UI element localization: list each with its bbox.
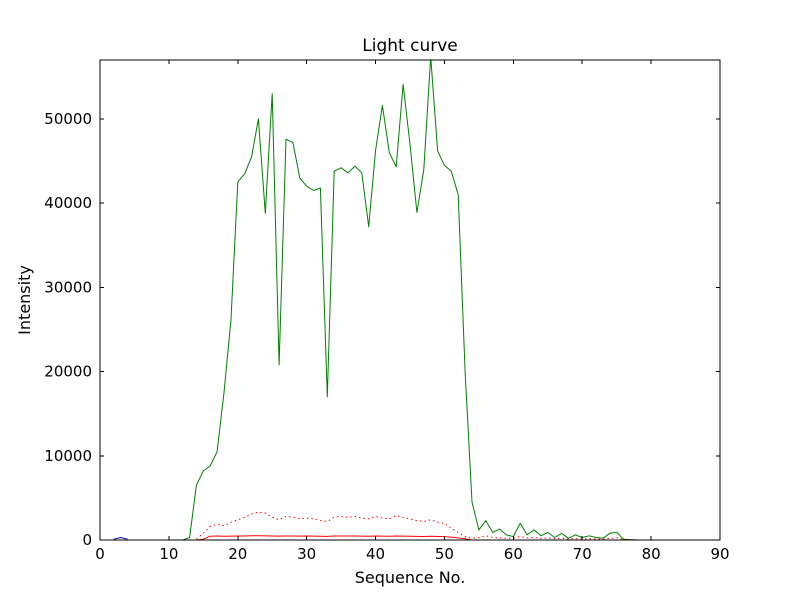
x-tick-label: 70: [573, 545, 592, 563]
y-tick-label: 50000: [44, 110, 92, 128]
plot-area: 0 10 20 30 40 50 60 70 80 90 0 10000 20000 30000 40000…: [44, 59, 730, 563]
y-axis-label: Intensity: [15, 265, 34, 335]
y-tick-label: 20000: [44, 363, 92, 381]
series-intensity-baseline-solid-red: [196, 535, 473, 540]
axes-frame: [99, 59, 721, 541]
x-tick-label: 0: [95, 545, 105, 563]
y-tick-label: 0: [82, 531, 92, 549]
x-tick-label: 40: [366, 545, 385, 563]
series-start-marker-blue: [113, 537, 128, 540]
x-tick-label: 30: [297, 545, 316, 563]
x-tick-label: 20: [228, 545, 247, 563]
series-intensity-main-green: [182, 60, 700, 540]
x-tick-label: 90: [710, 545, 729, 563]
x-tick-label: 80: [642, 545, 661, 563]
y-tick-label: 10000: [44, 447, 92, 465]
chart-title: Light curve: [362, 36, 457, 56]
x-axis-label: Sequence No.: [355, 568, 466, 587]
x-tick-label: 60: [504, 545, 523, 563]
x-tick-label: 50: [435, 545, 454, 563]
x-tick-label: 10: [159, 545, 178, 563]
series-intensity-background-dotted-red: [196, 511, 631, 540]
y-tick-label: 30000: [44, 278, 92, 296]
y-tick-label: 40000: [44, 194, 92, 212]
